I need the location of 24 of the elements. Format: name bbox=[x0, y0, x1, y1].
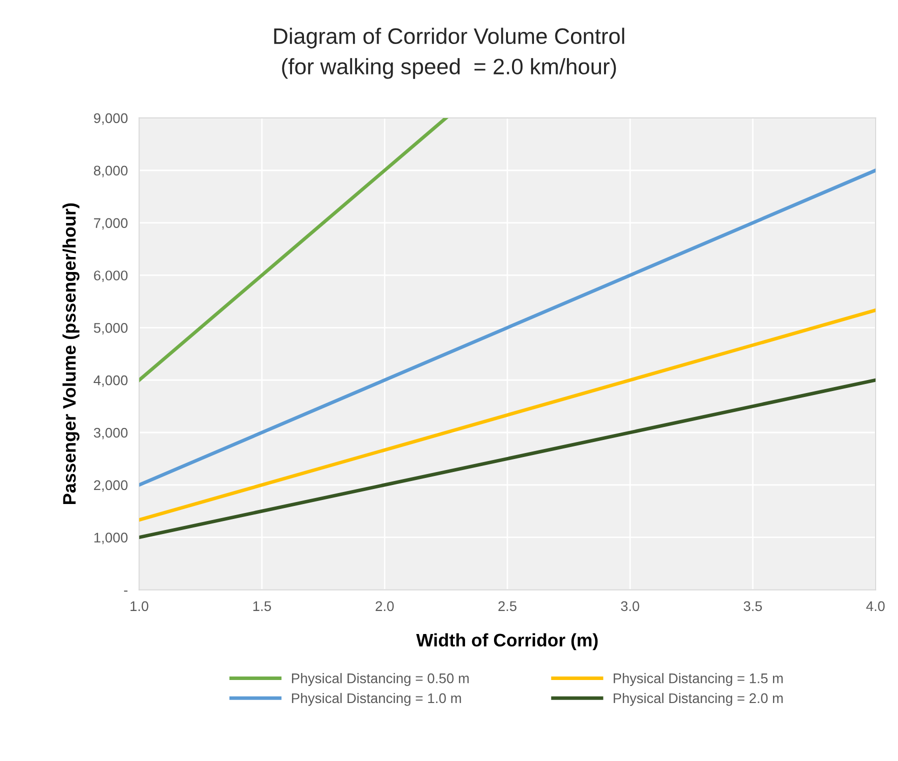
chart-title: Diagram of Corridor Volume Control (for walking speed = 2.0 km/hour) bbox=[274, 28, 624, 79]
y-axis-title: Passenger Volume (pssenger/hour) bbox=[62, 203, 80, 504]
x-tick-label: 3.0 bbox=[620, 601, 640, 612]
y-tick-label: 1,000 bbox=[94, 532, 128, 544]
x-tick-label: 3.5 bbox=[744, 601, 762, 612]
y-tick-label: 8,000 bbox=[94, 166, 128, 178]
legend-label: Physical Distancing = 2.0 m bbox=[614, 692, 783, 706]
legend-label: Physical Distancing = 1.5 m bbox=[614, 673, 783, 686]
y-tick-label: 7,000 bbox=[94, 218, 128, 230]
y-tick-label: 4,000 bbox=[94, 375, 128, 387]
y-tick-label: 3,000 bbox=[94, 428, 128, 440]
y-tick-label: - bbox=[124, 590, 128, 592]
x-tick-label: 4.0 bbox=[866, 601, 885, 612]
legend-label: Physical Distancing = 1.0 m bbox=[292, 692, 461, 706]
legend-label: Physical Distancing = 0.50 m bbox=[292, 673, 469, 686]
x-axis-title: Width of Corridor (m) bbox=[416, 633, 598, 650]
x-tick-label: 2.0 bbox=[376, 601, 394, 612]
y-tick-label: 6,000 bbox=[94, 270, 128, 282]
x-tick-label: 1.0 bbox=[130, 601, 148, 612]
x-tick-label: 2.5 bbox=[498, 601, 516, 612]
y-tick-label: 9,000 bbox=[94, 113, 128, 125]
y-tick-label: 5,000 bbox=[94, 322, 128, 334]
x-tick-label: 1.5 bbox=[253, 601, 271, 612]
y-tick-label: 2,000 bbox=[94, 480, 128, 492]
